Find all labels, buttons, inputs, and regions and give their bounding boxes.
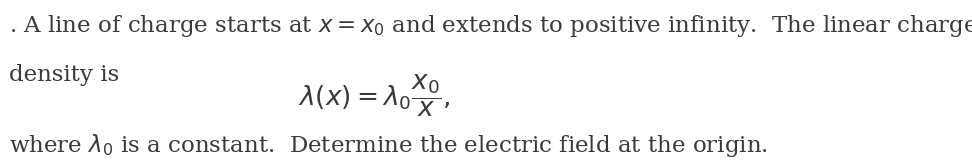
Text: $\lambda\left(x\right) = \lambda_0\dfrac{x_0}{x},$: $\lambda\left(x\right) = \lambda_0\dfrac… — [298, 73, 451, 119]
Text: . A line of charge starts at $x = x_0$ and extends to positive infinity.  The li: . A line of charge starts at $x = x_0$ a… — [9, 13, 972, 39]
Text: where $\lambda_0$ is a constant.  Determine the electric field at the origin.: where $\lambda_0$ is a constant. Determi… — [9, 132, 768, 159]
Text: density is: density is — [9, 64, 120, 86]
